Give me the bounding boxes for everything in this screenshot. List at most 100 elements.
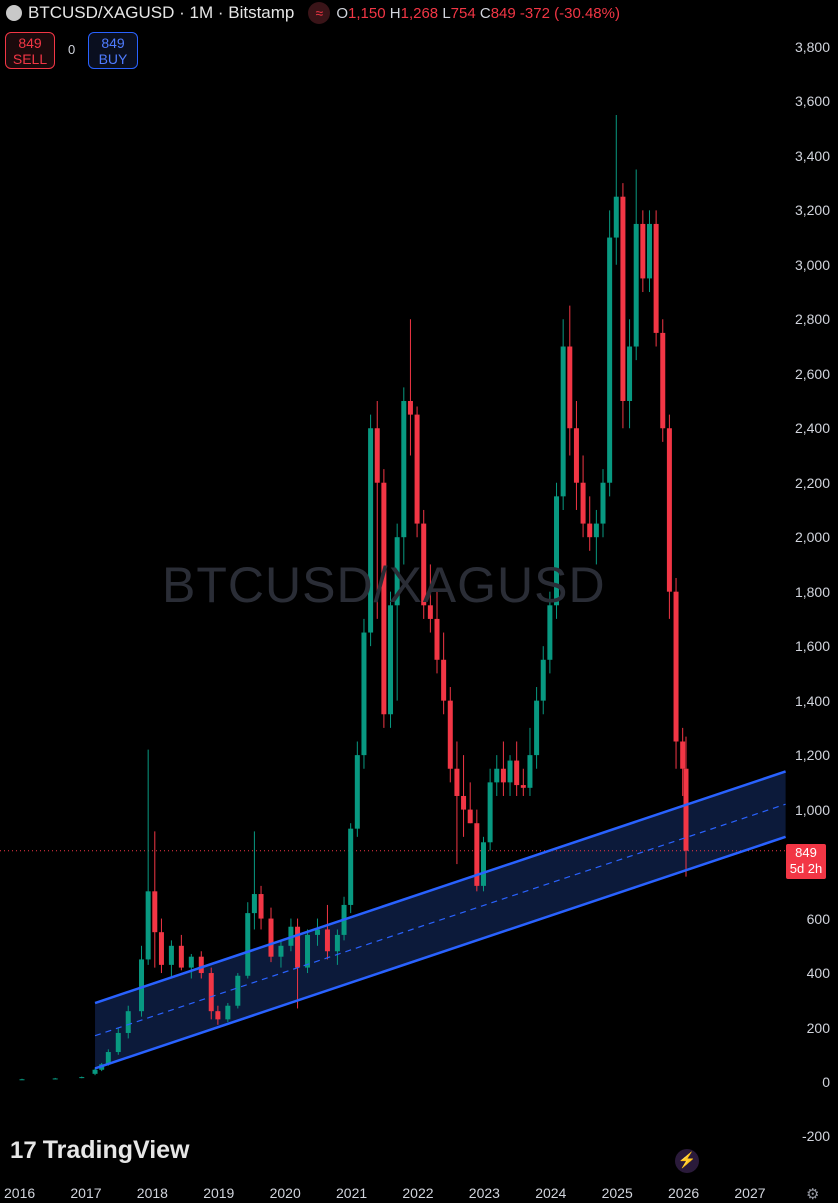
candle-body [554, 496, 560, 606]
price-tick-label: 2,200 [794, 474, 830, 491]
price-tick-label: 2,000 [794, 529, 830, 546]
candle-body [480, 842, 486, 886]
candle-body [507, 760, 513, 783]
candle-body [368, 428, 374, 633]
candle-body [421, 523, 427, 606]
candle-body [314, 929, 320, 935]
price-tick-label: -200 [801, 1128, 830, 1145]
candle-body [258, 894, 264, 919]
price-tick-label: 3,600 [794, 93, 830, 110]
time-tick-label: 2019 [203, 1185, 235, 1201]
sell-label: SELL [12, 51, 48, 67]
symbol-header[interactable]: BTCUSD/XAGUSD · 1M · Bitstamp ≈ O1,150 H… [6, 2, 620, 24]
candle-body [640, 223, 646, 279]
candle-body [268, 918, 274, 957]
last-price-countdown: 5d 2h [789, 861, 823, 876]
candle-body [680, 741, 686, 769]
candle-body [441, 659, 447, 701]
tradingview-mark-icon: 17 [10, 1136, 37, 1164]
candle-body [19, 1079, 25, 1081]
sell-button[interactable]: 849 SELL [5, 32, 55, 69]
candle-body [427, 605, 433, 619]
candle-body [305, 934, 311, 968]
candle-body [401, 401, 407, 538]
candle-body [560, 346, 566, 497]
wave-icon[interactable]: ≈ [308, 2, 331, 24]
candle-body [447, 700, 453, 769]
candle-body [394, 537, 400, 606]
candle-body [92, 1069, 98, 1074]
candle-body [158, 932, 164, 965]
price-tick-label: 1,600 [794, 638, 830, 655]
time-tick-label: 2018 [136, 1185, 168, 1201]
candle-body [251, 894, 257, 914]
candle-body [520, 785, 526, 788]
price-tick-label: 3,800 [794, 38, 830, 55]
open-value: 1,150 [348, 4, 386, 22]
candle-body [361, 632, 367, 756]
channel-middle-line [94, 803, 786, 1037]
candle-body [540, 659, 546, 701]
candle-body [215, 1011, 221, 1020]
price-tick-label: 1,000 [794, 801, 830, 818]
candle-body [653, 223, 659, 333]
spread-value: 0 [68, 42, 76, 57]
candle-body [208, 973, 214, 1012]
candle-body [633, 223, 639, 347]
time-tick-label: 2020 [269, 1185, 301, 1201]
change-value: -372 (-30.48%) [519, 4, 620, 22]
candle-body [79, 1077, 85, 1079]
price-tick-label: 200 [806, 1019, 830, 1036]
candle-body [388, 605, 394, 715]
buy-price: 849 [101, 35, 125, 51]
candle-body [225, 1005, 231, 1020]
candle-body [600, 482, 606, 524]
time-tick-label: 2017 [70, 1185, 102, 1201]
tradingview-logo[interactable]: 17 TradingView [10, 1136, 190, 1165]
open-label: O [336, 4, 349, 22]
candle-body [115, 1032, 121, 1053]
candle-body [105, 1052, 111, 1065]
symbol-icon [6, 5, 22, 21]
time-tick-label: 2025 [601, 1185, 633, 1201]
low-value: 754 [450, 4, 476, 22]
candle-body [666, 428, 672, 592]
time-tick-label: 2023 [468, 1185, 500, 1201]
candle-body [374, 428, 380, 483]
candle-body [580, 482, 586, 524]
candle-body [494, 768, 500, 783]
candle-body [125, 1011, 131, 1033]
last-price-value: 849 [795, 845, 817, 860]
candle-body [348, 828, 354, 905]
candle-body [434, 618, 440, 660]
lightning-icon[interactable]: ⚡ [675, 1149, 699, 1173]
price-tick-label: 1,800 [794, 583, 830, 600]
price-tick-label: 0 [822, 1074, 830, 1090]
close-label: C [479, 4, 491, 22]
price-tick-label: 1,200 [794, 747, 830, 764]
close-value: 849 [490, 4, 516, 22]
candle-body [683, 768, 689, 851]
candle-body [334, 934, 340, 952]
candle-body [152, 891, 158, 933]
channel-upper-line [94, 770, 786, 1005]
price-tick-label: 600 [806, 910, 830, 927]
time-tick-label: 2027 [734, 1185, 766, 1201]
candle-body [627, 346, 633, 401]
candle-body [527, 755, 533, 788]
candle-body [295, 926, 301, 968]
last-price-tag: 849 5d 2h [786, 844, 826, 879]
gear-icon[interactable]: ⚙ [806, 1186, 820, 1203]
candle-body [547, 605, 553, 660]
buy-button[interactable]: 849 BUY [88, 32, 138, 69]
candle-body [646, 223, 652, 279]
candle-body [278, 945, 284, 957]
candle-body [52, 1078, 58, 1080]
candle-body [534, 700, 540, 756]
candle-body [673, 591, 679, 742]
candle-body [454, 768, 460, 796]
price-tick-label: 3,200 [794, 202, 830, 219]
chart-title[interactable]: BTCUSD/XAGUSD · 1M · Bitstamp [28, 3, 295, 22]
candle-body [139, 959, 145, 1012]
